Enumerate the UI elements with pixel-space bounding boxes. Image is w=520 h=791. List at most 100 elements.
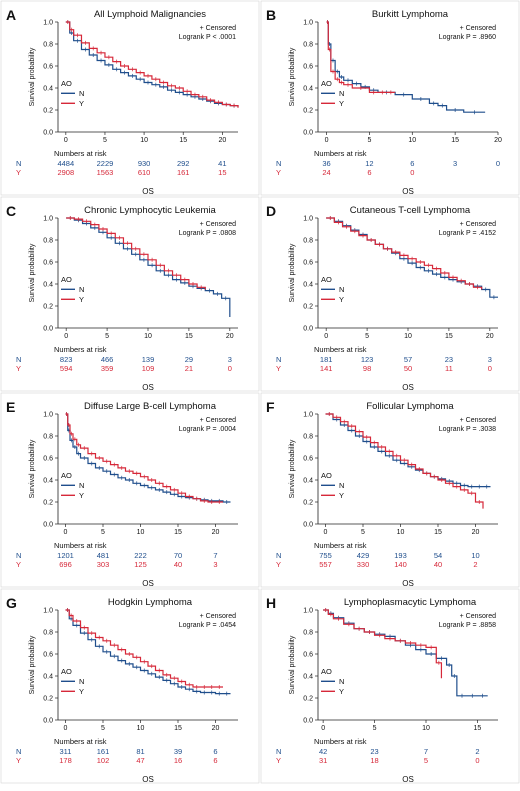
x-tick-label: 0 [64,529,68,536]
series-line-Y [65,413,223,503]
x-tick-label: 5 [373,725,377,732]
y-axis-label: Survival probability [289,635,296,694]
y-tick-label: 0.8 [43,434,53,441]
risk-row-label-Y: Y [276,756,281,765]
legend-label-Y: Y [79,491,84,500]
x-axis-label: OS [402,383,414,392]
x-tick-label: 15 [185,333,193,340]
x-tick-label: 15 [174,725,182,732]
risk-value-N: 311 [60,747,72,756]
risk-value-N: 930 [138,159,151,168]
y-tick-label: 0.2 [43,304,53,311]
risk-value-N: 3 [453,159,457,168]
x-tick-label: 20 [486,333,494,340]
risk-value-N: 57 [404,355,412,364]
censored-label: + Censored [460,221,496,228]
legend-title: AO [61,79,72,88]
panel-letter: D [266,203,276,219]
legend-label-N: N [339,285,344,294]
risk-value-N: 36 [322,159,330,168]
risk-title: Numbers at risk [314,149,367,158]
y-tick-label: 1.0 [303,216,313,223]
panel-frame [0,588,260,784]
x-tick-label: 5 [103,137,107,144]
risk-value-Y: 24 [322,168,330,177]
series-line-Y [325,413,484,509]
x-tick-label: 20 [212,725,220,732]
x-axis-label: OS [142,383,154,392]
risk-value-N: 466 [101,355,114,364]
panel-H: H Lymphoplasmacytic Lymphoma 0.0 0.2 0.4 0.6 0… [266,595,498,784]
y-tick-label: 0.6 [43,260,53,267]
x-axis-label: OS [142,775,154,784]
x-axis-label: OS [402,775,414,784]
risk-row-label-N: N [276,551,281,560]
x-tick-label: 15 [174,529,182,536]
risk-value-Y: 5 [424,756,428,765]
x-tick-label: 10 [422,725,430,732]
legend-label-Y: Y [339,491,344,500]
risk-title: Numbers at risk [54,541,107,550]
series-line-Y [326,217,483,290]
risk-value-N: 4484 [57,159,74,168]
legend-label-N: N [339,89,344,98]
panel-title: Cutaneous T-cell Lymphoma [350,205,471,216]
risk-value-Y: 3 [213,560,217,569]
risk-row-label-Y: Y [16,364,21,373]
risk-value-Y: 21 [185,364,193,373]
panel-title: Follicular Lymphoma [366,401,454,412]
risk-value-N: 755 [319,551,332,560]
risk-value-Y: 161 [177,168,190,177]
y-tick-label: 1.0 [43,216,53,223]
y-axis-label: Survival probability [29,635,36,694]
series-line-N [65,609,231,695]
risk-value-N: 161 [97,747,110,756]
censored-label: + Censored [460,417,496,424]
risk-title: Numbers at risk [314,345,367,354]
censored-label: + Censored [200,25,236,32]
x-tick-label: 0 [64,333,68,340]
y-tick-label: 0.8 [303,238,313,245]
x-axis-label: OS [402,579,414,588]
y-tick-label: 0.2 [303,696,313,703]
risk-value-N: 7 [213,551,217,560]
risk-title: Numbers at risk [54,737,107,746]
risk-row-label-Y: Y [16,756,21,765]
y-axis-label: Survival probability [29,439,36,498]
logrank-label: Logrank P = .4152 [439,230,496,237]
legend-label-Y: Y [339,687,344,696]
risk-value-Y: 16 [174,756,182,765]
legend-label-N: N [79,285,84,294]
risk-value-Y: 594 [60,364,73,373]
x-tick-label: 5 [101,529,105,536]
x-tick-label: 5 [367,137,371,144]
risk-value-N: 12 [365,159,373,168]
y-axis-label: Survival probability [289,243,296,302]
y-tick-label: 0.8 [303,42,313,49]
panel-frame [260,392,520,588]
y-axis-label: Survival probability [29,47,36,106]
logrank-label: Logrank P = .0454 [179,622,236,629]
y-tick-label: 0.4 [303,674,313,681]
x-axis-label: OS [142,579,154,588]
panel-D: D Cutaneous T-cell Lymphoma 0.0 0.2 0.4 0.6 0.… [266,203,498,392]
y-tick-label: 1.0 [43,20,53,27]
y-tick-label: 0.0 [303,718,313,725]
risk-title: Numbers at risk [54,149,107,158]
risk-value-Y: 141 [320,364,333,373]
x-tick-label: 10 [397,529,405,536]
risk-value-N: 0 [496,159,500,168]
y-tick-label: 0.8 [43,238,53,245]
risk-value-N: 23 [445,355,453,364]
risk-value-Y: 610 [138,168,151,177]
risk-row-label-N: N [16,159,21,168]
y-tick-label: 0.0 [43,130,53,137]
risk-value-N: 6 [213,747,217,756]
y-tick-label: 0.6 [43,456,53,463]
risk-value-Y: 0 [410,168,414,177]
y-tick-label: 1.0 [303,608,313,615]
y-tick-label: 1.0 [303,20,313,27]
panel-title: Burkitt Lymphoma [372,9,449,20]
panel-G: G Hodgkin Lymphoma 0.0 0.2 0.4 0.6 0.8 1.0 Survi… [6,595,238,784]
